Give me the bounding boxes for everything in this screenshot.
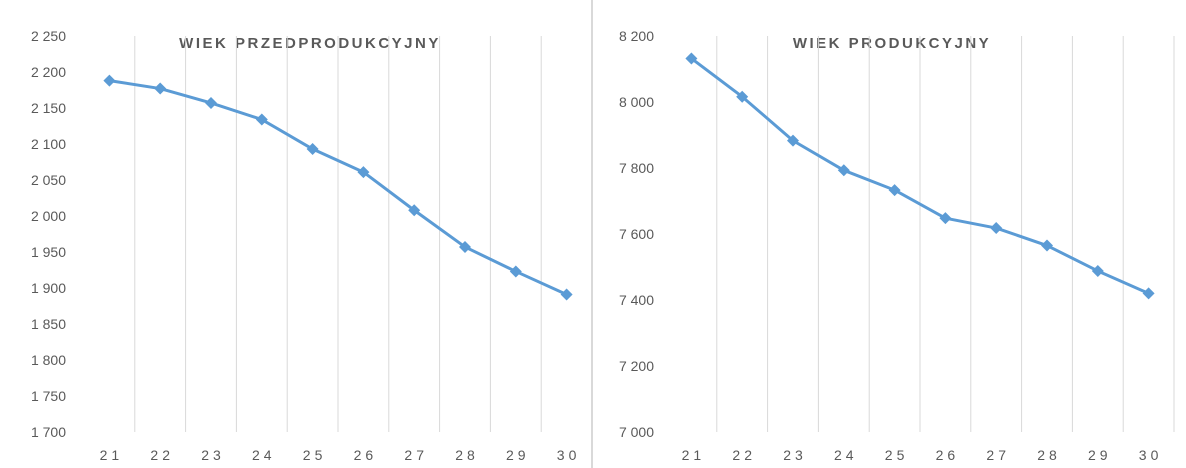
y-tick-label: 1 850 xyxy=(31,316,66,332)
x-tick-label: 27 xyxy=(986,447,1010,463)
chart-panel-wiek-produkcyjny: WIEK PRODUKCYJNY 7 000 7 200 7 400 7 600 7 8… xyxy=(594,0,1186,468)
data-point-marker xyxy=(509,265,522,278)
x-tick-label: 22 xyxy=(150,447,174,463)
data-point-marker xyxy=(939,212,952,225)
y-tick-label: 1 750 xyxy=(31,388,66,404)
y-tick-label: 7 000 xyxy=(619,424,654,440)
series-line xyxy=(107,79,569,296)
data-point-marker xyxy=(205,96,217,109)
y-tick-label: 7 800 xyxy=(619,160,654,176)
x-tick-label: 23 xyxy=(201,447,225,463)
data-point-marker xyxy=(1041,239,1053,252)
y-tick-label: 2 250 xyxy=(31,28,66,44)
chart-divider xyxy=(591,0,593,468)
y-tick-label: 7 200 xyxy=(619,358,654,374)
y-tick-label: 2 050 xyxy=(31,172,66,188)
x-tick-label: 21 xyxy=(100,447,124,463)
data-point-marker xyxy=(736,90,749,103)
x-tick-label: 26 xyxy=(354,447,378,463)
x-tick-label: 30 xyxy=(1139,447,1163,463)
x-tick-label: 29 xyxy=(1088,447,1112,463)
y-tick-label: 1 900 xyxy=(31,280,66,296)
y-tick-label: 1 700 xyxy=(31,424,66,440)
data-point-marker xyxy=(990,222,1003,235)
data-point-marker xyxy=(787,134,799,147)
chart-panel-wiek-przedprodukcyjny: WIEK PRZEDPRODUKCYJNY 1 700 1 750 1 800 1 8… xyxy=(0,0,592,468)
y-tick-label: 2 150 xyxy=(31,100,66,116)
y-tick-label: 8 200 xyxy=(619,28,654,44)
data-point-marker xyxy=(459,240,471,253)
x-tick-label: 26 xyxy=(936,447,960,463)
data-point-marker xyxy=(888,184,901,197)
y-tick-label: 2 100 xyxy=(31,136,66,152)
y-tick-label: 1 800 xyxy=(31,352,66,368)
data-point-marker xyxy=(408,204,421,217)
data-point-marker xyxy=(837,164,850,177)
y-tick-label: 2 200 xyxy=(31,64,66,80)
x-tick-label: 25 xyxy=(885,447,909,463)
data-point-marker xyxy=(560,288,573,301)
y-tick-label: 8 000 xyxy=(619,94,654,110)
data-point-marker xyxy=(1142,287,1155,300)
data-point-marker xyxy=(306,143,319,156)
chart-wiek-przedprodukcyjny: WIEK PRZEDPRODUKCYJNY 1 700 1 750 1 800 1 8… xyxy=(31,28,592,463)
x-tick-label: 25 xyxy=(303,447,327,463)
data-point-marker xyxy=(1091,264,1104,277)
x-tick-label: 22 xyxy=(732,447,756,463)
y-tick-label: 1 950 xyxy=(31,244,66,260)
chart-title: WIEK PRODUKCYJNY xyxy=(793,35,991,52)
data-point-marker xyxy=(103,74,116,87)
x-tick-label: 30 xyxy=(557,447,581,463)
chart-title: WIEK PRZEDPRODUKCYJNY xyxy=(179,35,441,52)
y-tick-label: 7 600 xyxy=(619,226,654,242)
x-tick-label: 27 xyxy=(404,447,428,463)
x-tick-label: 28 xyxy=(1037,447,1061,463)
y-tick-label: 7 400 xyxy=(619,292,654,308)
x-tick-label: 24 xyxy=(834,447,858,463)
data-point-marker xyxy=(685,52,698,65)
chart-wiek-produkcyjny: WIEK PRODUKCYJNY 7 000 7 200 7 400 7 600 7 8… xyxy=(619,28,1175,463)
data-point-marker xyxy=(255,113,268,126)
x-tick-label: 21 xyxy=(682,447,706,463)
x-tick-label: 23 xyxy=(783,447,807,463)
x-tick-label: 29 xyxy=(506,447,530,463)
data-point-marker xyxy=(154,82,167,95)
series-line xyxy=(689,56,1151,295)
x-tick-label: 24 xyxy=(252,447,276,463)
x-tick-label: 28 xyxy=(455,447,479,463)
data-point-marker xyxy=(357,166,370,179)
y-tick-label: 2 000 xyxy=(31,208,66,224)
